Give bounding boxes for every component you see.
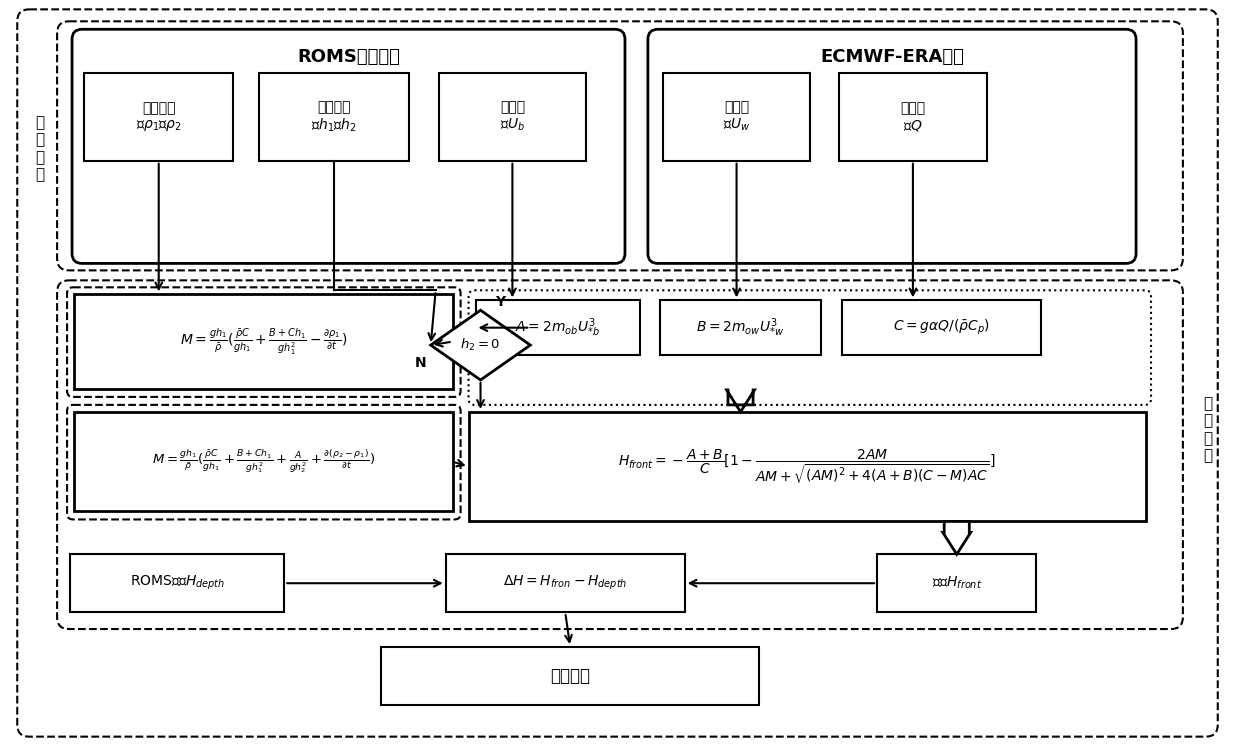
Text: 输出$H_{front}$: 输出$H_{front}$	[932, 575, 981, 592]
Text: ROMS模拟结果: ROMS模拟结果	[297, 48, 400, 66]
FancyBboxPatch shape	[57, 22, 1183, 270]
Text: $B=2m_{ow}U_{*w}^{3}$: $B=2m_{ow}U_{*w}^{3}$	[696, 316, 784, 339]
Text: 绘图分析: 绘图分析	[550, 667, 590, 685]
FancyBboxPatch shape	[17, 10, 1218, 736]
Text: $\Delta H=H_{fron}-H_{depth}$: $\Delta H=H_{fron}-H_{depth}$	[503, 574, 627, 592]
Text: 表层风
速$U_w$: 表层风 速$U_w$	[722, 101, 751, 134]
Bar	[877, 554, 1037, 612]
Text: 底层流
速$U_b$: 底层流 速$U_b$	[499, 101, 525, 134]
Text: $C=g\alpha Q/(\bar{\rho}C_p)$: $C=g\alpha Q/(\bar{\rho}C_p)$	[893, 318, 990, 337]
Text: N: N	[415, 356, 426, 370]
Bar	[476, 301, 639, 355]
FancyBboxPatch shape	[648, 29, 1136, 263]
Text: 上下层厚
度$h_1$、$h_2$: 上下层厚 度$h_1$、$h_2$	[311, 100, 357, 134]
Bar	[71, 554, 284, 612]
Polygon shape	[943, 521, 970, 554]
Text: $A=2m_{ob}U_{*b}^{3}$: $A=2m_{ob}U_{*b}^{3}$	[515, 316, 600, 339]
Text: 数
据
计
算: 数 据 计 算	[1203, 396, 1213, 463]
Text: 上下层密
度$\rho_1$、$\rho_2$: 上下层密 度$\rho_1$、$\rho_2$	[136, 101, 182, 133]
FancyBboxPatch shape	[67, 405, 461, 519]
Bar	[660, 301, 821, 355]
Bar	[84, 73, 233, 161]
Bar	[74, 294, 452, 389]
Text: $H_{front}=-\dfrac{A+B}{C}[1-\dfrac{2AM}{AM+\sqrt{(AM)^2+4(A+B)(C-M)AC}}]$: $H_{front}=-\dfrac{A+B}{C}[1-\dfrac{2AM}…	[618, 448, 996, 486]
FancyBboxPatch shape	[72, 29, 624, 263]
Text: Y: Y	[496, 295, 506, 310]
Text: 净热通
量$Q$: 净热通 量$Q$	[901, 101, 926, 133]
Polygon shape	[726, 390, 755, 412]
FancyBboxPatch shape	[468, 290, 1151, 405]
Polygon shape	[431, 310, 530, 380]
Bar	[439, 73, 586, 161]
FancyBboxPatch shape	[57, 280, 1183, 629]
Bar	[74, 412, 452, 512]
Text: 数
据
来
源: 数 据 来 源	[36, 115, 45, 183]
Bar	[380, 647, 760, 705]
Bar	[446, 554, 685, 612]
Text: $M=\frac{gh_1}{\bar{\rho}}(\frac{\bar{\rho}C}{gh_1}+\frac{B+Ch_1}{gh_1^2}-\frac{: $M=\frac{gh_1}{\bar{\rho}}(\frac{\bar{\r…	[180, 327, 347, 357]
Bar	[468, 412, 1146, 521]
Text: $h_2=0$: $h_2=0$	[461, 337, 501, 353]
Text: $M=\frac{gh_1}{\bar{\rho}}(\frac{\bar{\rho}C}{gh_1}+\frac{B+Ch_1}{gh_1^2}+\frac{: $M=\frac{gh_1}{\bar{\rho}}(\frac{\bar{\r…	[151, 448, 375, 475]
FancyBboxPatch shape	[67, 287, 461, 397]
Text: ECMWF-ERA数据: ECMWF-ERA数据	[820, 48, 964, 66]
Bar	[259, 73, 409, 161]
Bar	[839, 73, 986, 161]
Bar	[663, 73, 810, 161]
Bar	[843, 301, 1042, 355]
Text: ROMS输出$H_{depth}$: ROMS输出$H_{depth}$	[130, 574, 224, 592]
